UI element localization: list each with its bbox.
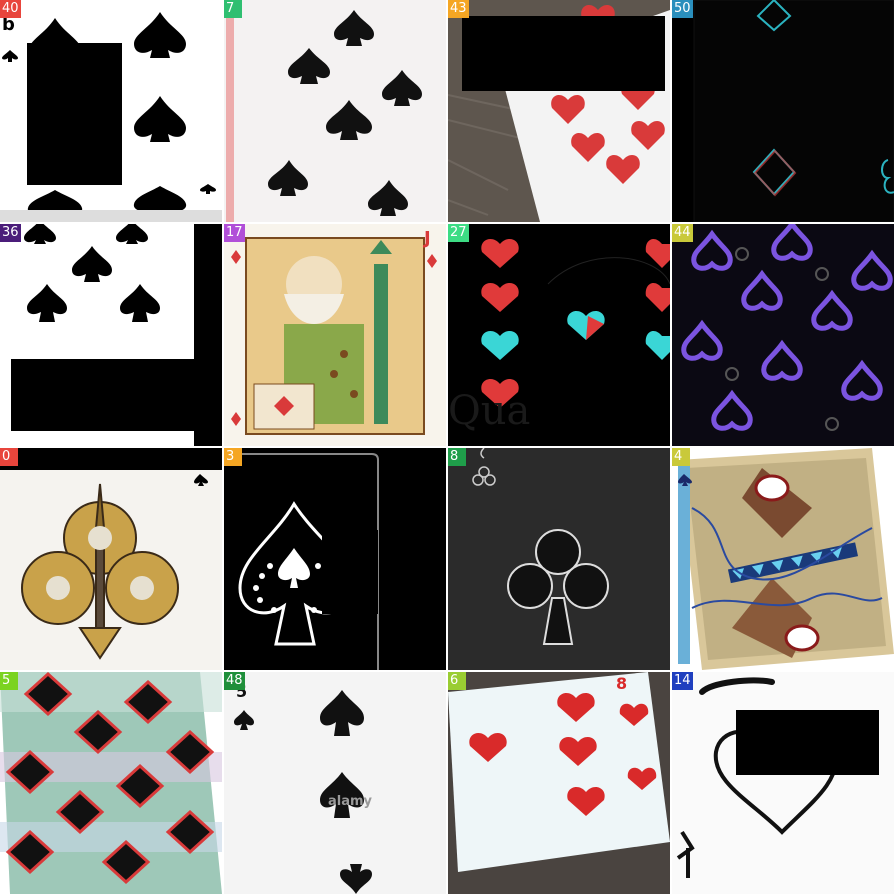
corner-rank-letter: 8: [616, 674, 628, 693]
tile-43[interactable]: 43: [448, 0, 670, 222]
redaction-box: [27, 43, 122, 185]
heart-outline-card-art: [672, 672, 894, 894]
ornate-ace-of-spades-art: [224, 448, 446, 670]
tile-36[interactable]: 36: [0, 224, 222, 446]
tile-4[interactable]: 4: [672, 448, 894, 670]
tile-badge: 3: [224, 448, 242, 466]
tile-badge: 7: [224, 0, 242, 18]
tile-badge: 14: [672, 672, 693, 690]
tile-badge: 4: [672, 448, 690, 466]
corner-rank-letter: 5: [236, 682, 248, 701]
tile-50[interactable]: 50: [672, 0, 894, 222]
redaction-box: [11, 359, 194, 431]
tile-3[interactable]: 3: [224, 448, 446, 670]
tile-0[interactable]: 0: [0, 448, 222, 670]
tile-14[interactable]: 14: [672, 672, 894, 894]
tile-6[interactable]: 8 6: [448, 672, 670, 894]
diamond-outline-card-art: [672, 0, 894, 222]
club-outline-card-art: [448, 448, 670, 670]
holographic-diamond-pattern-art: [0, 672, 222, 894]
tile-badge: 43: [448, 0, 469, 18]
tile-17[interactable]: J 17: [224, 224, 446, 446]
tile-badge: 5: [0, 672, 18, 690]
tile-badge: 8: [448, 448, 466, 466]
neon-hearts-card-art: Qua: [448, 224, 670, 446]
tile-40[interactable]: b 40: [0, 0, 222, 222]
tile-badge: 50: [672, 0, 693, 18]
tile-badge: 0: [0, 448, 18, 466]
tile-badge: 17: [224, 224, 245, 242]
corner-rank-letter: b: [2, 14, 15, 35]
ornate-ace-of-clubs-art: [0, 448, 222, 670]
tile-badge: 40: [0, 0, 21, 18]
tile-27[interactable]: Qua 27: [448, 224, 670, 446]
illustrated-court-card-art: [678, 448, 894, 670]
tile-badge: 44: [672, 224, 693, 242]
tile-7[interactable]: 7: [224, 0, 446, 222]
svg-text:Qua: Qua: [448, 388, 530, 434]
five-of-spades-art: [224, 672, 446, 894]
redaction-box: [462, 16, 665, 91]
tile-badge: 6: [448, 672, 466, 690]
tile-5[interactable]: 5: [0, 672, 222, 894]
watermark-text: alamy: [328, 794, 373, 809]
tile-44[interactable]: 44: [672, 224, 894, 446]
tile-8[interactable]: 8: [448, 448, 670, 670]
tile-48[interactable]: 5 alamy 48: [224, 672, 446, 894]
corner-rank-letter: J: [424, 228, 431, 249]
eight-of-hearts-art: [448, 672, 670, 894]
tile-badge: 36: [0, 224, 21, 242]
redaction-box: [736, 710, 879, 775]
purple-spade-pattern-art: [672, 224, 894, 446]
tile-badge: 48: [224, 672, 245, 690]
jack-of-diamonds-art: [224, 224, 446, 446]
spade-card-art: [224, 0, 446, 222]
tile-badge: 27: [448, 224, 469, 242]
